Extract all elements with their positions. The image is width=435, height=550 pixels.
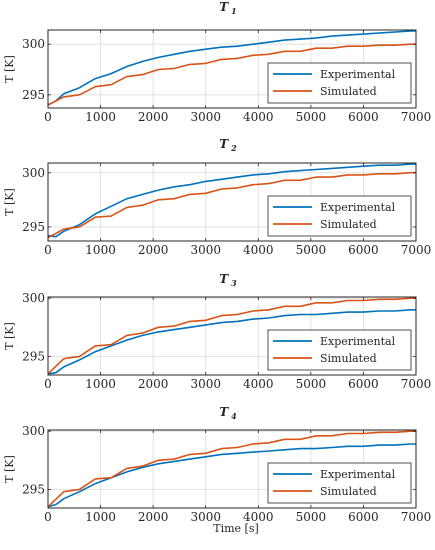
x-tick-label: 1000	[85, 243, 116, 257]
x-tick-label: 4000	[243, 110, 274, 124]
y-axis-label: T [K]	[3, 455, 16, 483]
y-tick-label: 295	[22, 482, 45, 496]
x-tick-label: 0	[44, 110, 52, 124]
x-tick-label: 7000	[401, 243, 432, 257]
legend-box	[267, 329, 412, 371]
series-line-experimental	[47, 30, 416, 106]
legend-label-experimental: Experimental	[320, 201, 396, 214]
series-line-simulated	[47, 430, 416, 508]
legend-label-simulated: Simulated	[320, 85, 377, 98]
x-tick-label: 2000	[138, 510, 169, 524]
x-tick-label: 6000	[348, 510, 379, 524]
legend-label-simulated: Simulated	[320, 218, 377, 231]
series-line-experimental	[47, 163, 416, 238]
x-tick-label: 0	[44, 243, 52, 257]
x-tick-label: 6000	[348, 377, 379, 391]
subplot-3: 0 1000 2000 3000 4000 5000 6000 7000 295 300 T [K]…	[3, 272, 431, 391]
x-tick-label: 1000	[85, 377, 116, 391]
series-line-simulated	[47, 171, 416, 239]
series-line-simulated	[47, 297, 416, 375]
x-tick-label: 5000	[296, 377, 327, 391]
series-line-simulated	[47, 43, 416, 106]
x-tick-label: 4000	[243, 243, 274, 257]
legend-label-simulated: Simulated	[320, 352, 377, 365]
x-tick-label: 3000	[190, 510, 221, 524]
legend: Experimental Simulated	[267, 195, 412, 237]
subplot-1: 0 1000 2000 3000 4000 5000 6000 7000 295 300 T [K]…	[3, 0, 431, 124]
x-tick-label: 2000	[138, 110, 169, 124]
legend-label-experimental: Experimental	[320, 335, 396, 348]
subplot-2: 0 1000 2000 3000 4000 5000 6000 7000 295 300 T [K]…	[3, 137, 431, 257]
axes-box	[47, 29, 417, 109]
y-tick-label: 300	[22, 37, 45, 51]
axes-box	[47, 429, 417, 509]
x-tick-label: 0	[44, 510, 52, 524]
axes-box	[47, 296, 417, 376]
axes-box	[47, 162, 417, 242]
legend-label-experimental: Experimental	[320, 468, 396, 481]
x-tick-label: 4000	[243, 377, 274, 391]
legend-box	[267, 195, 412, 237]
x-tick-label: 6000	[348, 243, 379, 257]
y-tick-label: 300	[22, 424, 45, 438]
legend-label-experimental: Experimental	[320, 68, 396, 81]
y-axis-label: T [K]	[3, 55, 16, 83]
x-tick-label: 1000	[85, 510, 116, 524]
y-axis-label: T [K]	[3, 188, 16, 216]
x-tick-label: 1000	[85, 110, 116, 124]
x-tick-label: 5000	[296, 243, 327, 257]
y-tick-label: 300	[22, 166, 45, 180]
y-tick-label: 295	[22, 88, 45, 102]
legend: Experimental Simulated	[267, 462, 412, 504]
series-line-experimental	[47, 443, 416, 508]
legend-label-simulated: Simulated	[320, 485, 377, 498]
x-tick-label: 6000	[348, 110, 379, 124]
y-tick-label: 300	[22, 291, 45, 305]
legend-box	[267, 62, 412, 104]
legend: Experimental Simulated	[267, 62, 412, 104]
x-tick-label: 5000	[296, 510, 327, 524]
x-tick-label: 5000	[296, 110, 327, 124]
x-tick-label: 0	[44, 377, 52, 391]
x-tick-label: 4000	[243, 510, 274, 524]
x-tick-label: 2000	[138, 377, 169, 391]
x-tick-label: 7000	[401, 510, 432, 524]
x-tick-label: 7000	[401, 377, 432, 391]
x-axis-label: Time [s]	[213, 522, 259, 535]
x-tick-label: 3000	[190, 377, 221, 391]
legend: Experimental Simulated	[267, 329, 412, 371]
y-tick-label: 295	[22, 349, 45, 363]
y-tick-label: 295	[22, 220, 45, 234]
series-line-experimental	[47, 308, 416, 375]
y-axis-label: T [K]	[3, 322, 16, 350]
legend-box	[267, 462, 412, 504]
x-tick-label: 3000	[190, 243, 221, 257]
x-tick-label: 3000	[190, 110, 221, 124]
x-tick-label: 2000	[138, 243, 169, 257]
x-tick-label: 7000	[401, 110, 432, 124]
subplot-4: 0 1000 2000 3000 4000 5000 6000 7000 295 300 T [K]…	[3, 405, 431, 535]
